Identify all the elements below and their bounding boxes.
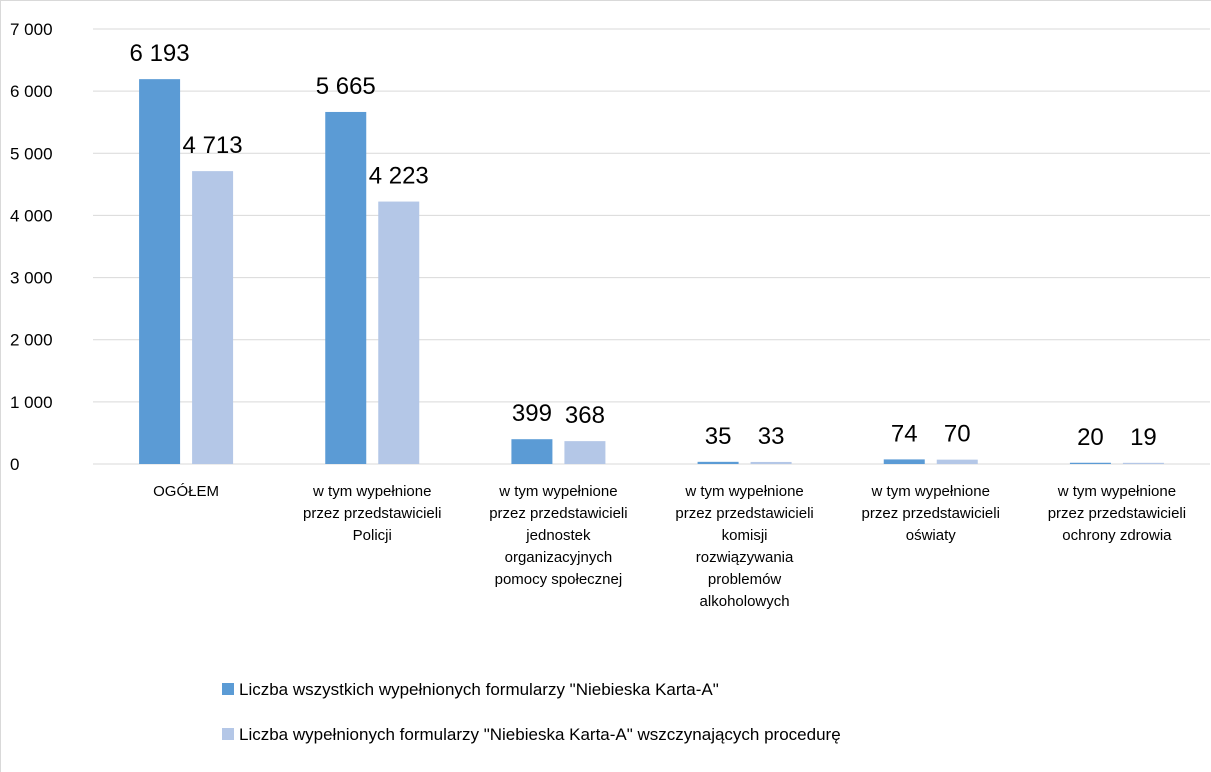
bar bbox=[192, 171, 234, 464]
value-label: 368 bbox=[565, 402, 605, 429]
bar bbox=[936, 459, 978, 464]
legend-swatch bbox=[222, 683, 234, 695]
value-label: 4 223 bbox=[369, 163, 429, 190]
value-label: 19 bbox=[1130, 424, 1157, 451]
value-label: 33 bbox=[758, 423, 785, 450]
value-label: 35 bbox=[705, 423, 732, 450]
x-tick-label: w tym wypełnione przez przedstawicieli o… bbox=[861, 483, 1000, 544]
bar bbox=[511, 439, 553, 464]
bar bbox=[750, 461, 792, 464]
y-tick-label: 2 000 bbox=[10, 331, 53, 350]
y-tick-label: 4 000 bbox=[10, 206, 53, 225]
y-tick-label: 1 000 bbox=[10, 393, 53, 412]
y-tick-label: 3 000 bbox=[10, 269, 53, 288]
bar bbox=[1122, 462, 1164, 464]
value-label: 6 193 bbox=[130, 40, 190, 67]
value-label: 399 bbox=[512, 400, 552, 427]
value-label: 74 bbox=[891, 420, 918, 447]
legend-swatch bbox=[222, 728, 234, 740]
x-tick-label: w tym wypełnione przez przedstawicieli j… bbox=[489, 483, 628, 588]
legend-label: Liczba wypełnionych formularzy "Niebiesk… bbox=[239, 725, 841, 744]
y-tick-label: 6 000 bbox=[10, 82, 53, 101]
value-label: 20 bbox=[1077, 424, 1104, 451]
y-tick-label: 7 000 bbox=[10, 20, 53, 39]
x-tick-label: w tym wypełnione przez przedstawicieli o… bbox=[1047, 483, 1187, 544]
bar bbox=[697, 461, 739, 464]
bar bbox=[325, 111, 367, 464]
bar bbox=[564, 441, 606, 464]
value-label: 4 713 bbox=[183, 132, 243, 159]
x-tick-label: w tym wypełnione przez przedstawicieli P… bbox=[303, 483, 442, 544]
bar bbox=[139, 79, 181, 464]
legend-label: Liczba wszystkich wypełnionych formularz… bbox=[239, 680, 719, 699]
bar bbox=[1069, 462, 1111, 464]
value-label: 5 665 bbox=[316, 73, 376, 100]
bar bbox=[883, 459, 925, 464]
x-tick-label: w tym wypełnione przez przedstawicieli k… bbox=[675, 483, 814, 610]
bar bbox=[378, 201, 420, 464]
x-tick-label: OGÓŁEM bbox=[153, 483, 219, 500]
y-tick-label: 0 bbox=[10, 455, 19, 474]
value-label: 70 bbox=[944, 421, 971, 448]
y-tick-label: 5 000 bbox=[10, 144, 53, 163]
